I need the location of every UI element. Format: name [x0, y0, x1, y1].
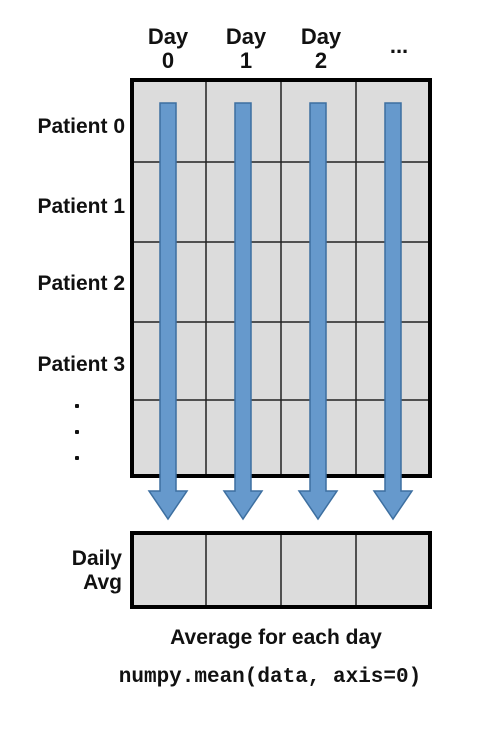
column-header-word: Day: [225, 24, 267, 49]
column-header-word: Day: [300, 24, 342, 49]
daily-avg-row: [130, 531, 432, 609]
ellipsis-dot: [75, 404, 79, 408]
column-header-ellipsis: ...: [369, 34, 429, 58]
column-header-index: 2: [314, 48, 328, 73]
column-header-index: 1: [239, 48, 253, 73]
daily-avg-label-line1: Daily: [71, 547, 122, 570]
column-header-index: 0: [161, 48, 175, 73]
ellipsis-dot: [75, 456, 79, 460]
daily-avg-label-line2: Avg: [83, 571, 122, 594]
row-header-patient-1: Patient 1: [37, 195, 125, 218]
column-header-day-2: Day 2: [291, 25, 351, 73]
code-snippet: numpy.mean(data, axis=0): [118, 666, 422, 689]
row-header-patient-2: Patient 2: [37, 272, 125, 295]
arrow-day-0: [147, 102, 189, 521]
column-header-word: Day: [147, 24, 189, 49]
arrow-day-2: [297, 102, 339, 521]
arrow-day-1: [222, 102, 264, 521]
grid-lines: [132, 80, 430, 476]
ellipsis-dot: [75, 430, 79, 434]
avg-grid-lines: [205, 533, 357, 607]
column-header-day-0: Day 0: [138, 25, 198, 73]
data-grid: [130, 78, 432, 478]
caption: Average for each day: [170, 626, 382, 649]
row-header-patient-0: Patient 0: [37, 115, 125, 138]
row-header-patient-3: Patient 3: [37, 353, 125, 376]
avg-border: [130, 531, 432, 609]
daily-avg-label: Daily Avg: [0, 547, 122, 595]
mean-arrows: [147, 102, 414, 521]
grid-border: [130, 78, 432, 478]
column-header-word: ...: [389, 33, 409, 58]
arrow-day-n: [372, 102, 414, 521]
column-header-day-1: Day 1: [216, 25, 276, 73]
